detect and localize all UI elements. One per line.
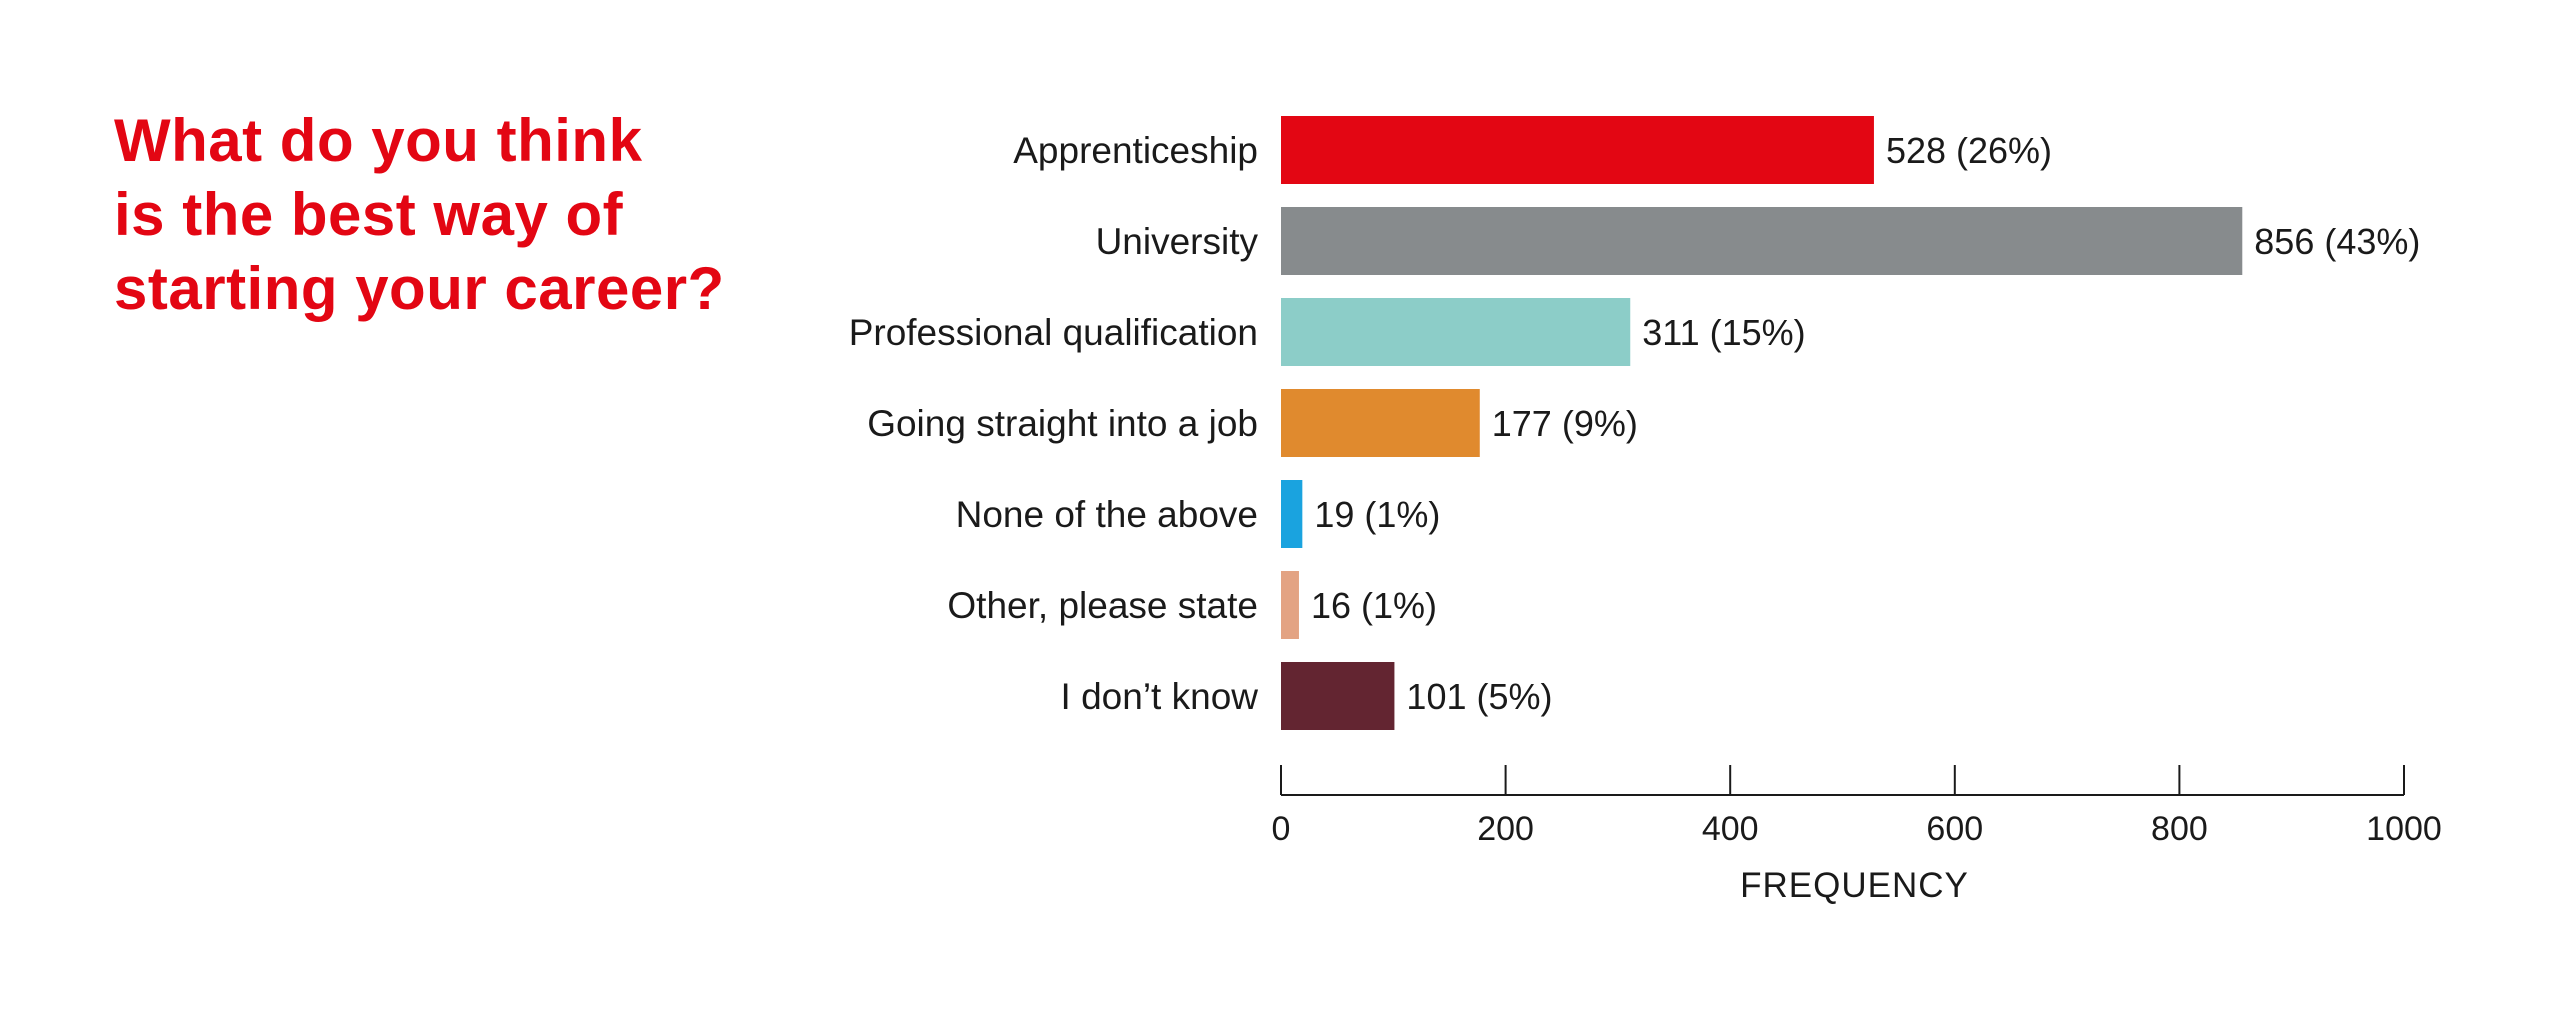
bar bbox=[1281, 207, 2243, 275]
category-label: University bbox=[1096, 221, 1259, 262]
x-axis-title: FREQUENCY bbox=[1740, 866, 1969, 905]
value-label: 19 (1%) bbox=[1314, 494, 1440, 535]
bar bbox=[1281, 571, 1299, 639]
bar bbox=[1281, 480, 1303, 548]
x-tick-label: 200 bbox=[1477, 810, 1534, 848]
chart-title-line: is the best way of bbox=[114, 181, 624, 248]
category-label: Other, please state bbox=[947, 585, 1258, 626]
bar bbox=[1281, 116, 1874, 184]
value-label: 101 (5%) bbox=[1406, 676, 1552, 717]
x-axis: 0 200 400 600 800 1000 bbox=[1272, 765, 2442, 848]
category-label: I don’t know bbox=[1061, 676, 1259, 717]
bar bbox=[1281, 662, 1395, 730]
category-label: Professional qualification bbox=[849, 312, 1258, 353]
value-label: 856 (43%) bbox=[2254, 221, 2420, 262]
chart-title-line: starting your career? bbox=[114, 255, 725, 322]
chart-title: What do you think is the best way of sta… bbox=[114, 104, 814, 326]
value-label: 311 (15%) bbox=[1642, 312, 1805, 353]
category-label: Going straight into a job bbox=[867, 403, 1258, 444]
category-label: Apprenticeship bbox=[1013, 130, 1258, 171]
bars-group: Apprenticeship 528 (26%) University 856 (43… bbox=[849, 116, 2420, 730]
x-tick-label: 1000 bbox=[2366, 810, 2442, 848]
chart-title-line: What do you think bbox=[114, 107, 643, 174]
x-tick-label: 400 bbox=[1702, 810, 1759, 848]
bar bbox=[1281, 298, 1631, 366]
value-label: 528 (26%) bbox=[1886, 130, 2052, 171]
x-tick-label: 600 bbox=[1926, 810, 1983, 848]
value-label: 16 (1%) bbox=[1311, 585, 1437, 626]
value-label: 177 (9%) bbox=[1492, 403, 1638, 444]
x-tick-label: 800 bbox=[2151, 810, 2208, 848]
x-tick-label: 0 bbox=[1272, 810, 1291, 848]
bar bbox=[1281, 389, 1480, 457]
category-label: None of the above bbox=[956, 494, 1258, 535]
